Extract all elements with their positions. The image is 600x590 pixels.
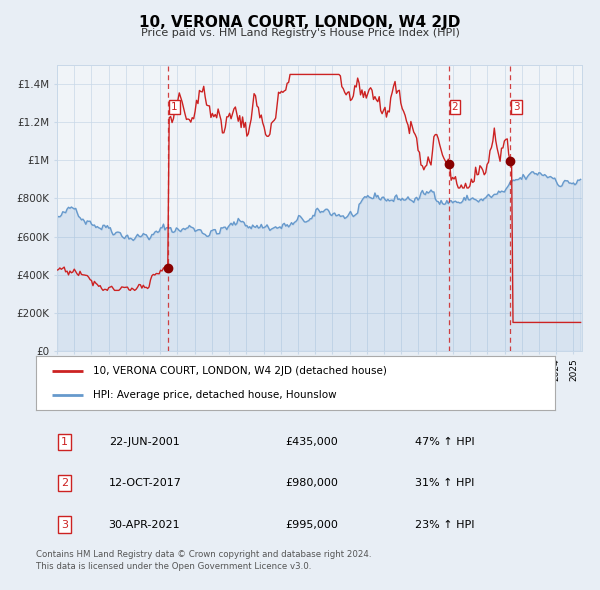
Text: HPI: Average price, detached house, Hounslow: HPI: Average price, detached house, Houn… <box>93 390 337 400</box>
Text: 2: 2 <box>61 478 68 489</box>
Text: Price paid vs. HM Land Registry's House Price Index (HPI): Price paid vs. HM Land Registry's House … <box>140 28 460 38</box>
Text: 10, VERONA COURT, LONDON, W4 2JD: 10, VERONA COURT, LONDON, W4 2JD <box>139 15 461 30</box>
Text: 12-OCT-2017: 12-OCT-2017 <box>109 478 182 489</box>
Text: 22-JUN-2001: 22-JUN-2001 <box>109 437 179 447</box>
Text: 2: 2 <box>452 102 458 112</box>
Text: Contains HM Land Registry data © Crown copyright and database right 2024.
This d: Contains HM Land Registry data © Crown c… <box>36 550 371 571</box>
Text: 1: 1 <box>61 437 68 447</box>
Text: 3: 3 <box>61 520 68 529</box>
Text: 23% ↑ HPI: 23% ↑ HPI <box>415 520 475 529</box>
Text: 3: 3 <box>513 102 520 112</box>
Text: 10, VERONA COURT, LONDON, W4 2JD (detached house): 10, VERONA COURT, LONDON, W4 2JD (detach… <box>93 366 387 376</box>
Text: 47% ↑ HPI: 47% ↑ HPI <box>415 437 475 447</box>
Text: 1: 1 <box>171 102 178 112</box>
Text: £435,000: £435,000 <box>285 437 338 447</box>
Text: £980,000: £980,000 <box>285 478 338 489</box>
Text: 31% ↑ HPI: 31% ↑ HPI <box>415 478 474 489</box>
Text: £995,000: £995,000 <box>285 520 338 529</box>
Text: 30-APR-2021: 30-APR-2021 <box>109 520 180 529</box>
